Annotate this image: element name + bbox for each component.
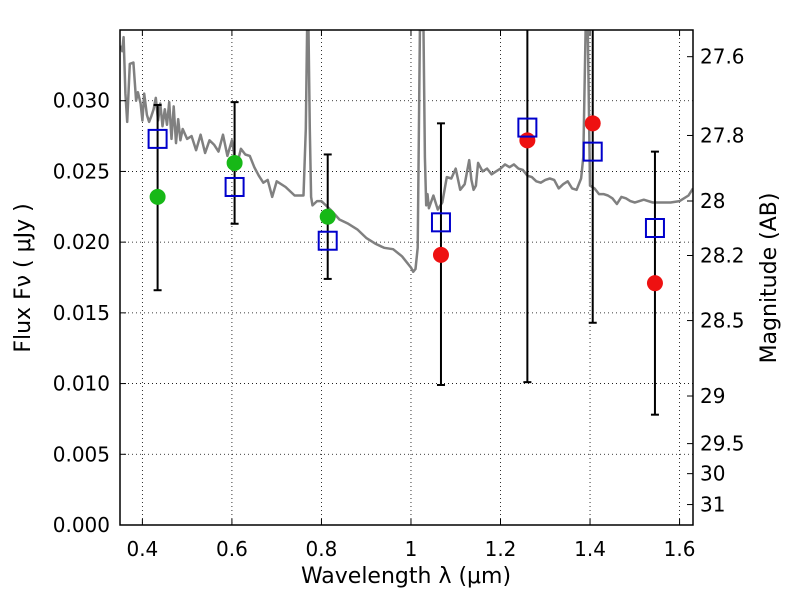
y-tick-label: 0.005	[53, 442, 110, 466]
y2-tick-label: 29	[700, 384, 725, 408]
error-bars	[153, 30, 659, 416]
model-flux-square	[644, 218, 665, 238]
model-flux-square	[224, 176, 245, 197]
flux-point	[519, 132, 536, 149]
x-tick-label: 1	[405, 537, 418, 561]
x-axis-ticks: 0.4 0.6 0.8 1 1.2 1.4 1.6	[126, 30, 695, 561]
model-flux-square	[517, 117, 538, 138]
y-tick-label: 0.025	[53, 159, 110, 183]
y2-tick-label: 27.6	[700, 45, 745, 69]
sed-model-curve	[120, 30, 693, 274]
x-tick-label: 1.6	[664, 537, 696, 561]
y2-tick-label: 28.5	[700, 309, 745, 333]
flux-point	[319, 208, 336, 225]
y2-tick-label: 28	[700, 189, 725, 213]
y2-tick-label: 30	[700, 462, 725, 486]
x-tick-label: 0.6	[216, 537, 248, 561]
y-tick-label: 0.015	[53, 301, 110, 325]
y2-tick-label: 31	[700, 493, 725, 517]
flux-point	[584, 115, 601, 132]
model-flux-squares	[147, 117, 665, 251]
flux-point	[432, 246, 449, 263]
x-axis-title: Wavelength λ (μm)	[301, 564, 511, 589]
model-flux-square	[317, 230, 338, 251]
model-flux-square	[147, 128, 168, 149]
x-tick-label: 0.8	[306, 537, 338, 561]
y-tick-label: 0.020	[53, 230, 110, 254]
y2-tick-label: 29.5	[700, 432, 745, 456]
y-tick-label: 0.010	[53, 372, 110, 396]
y2-axis-ticks: 27.6 27.8 28 28.2 28.5 29 29.5 30 31	[687, 45, 745, 517]
model-flux-square	[430, 212, 451, 233]
y2-tick-label: 28.2	[700, 244, 745, 268]
x-tick-label: 1.2	[485, 537, 517, 561]
x-tick-label: 1.4	[574, 537, 606, 561]
model-flux-square	[582, 141, 603, 162]
y-axis-ticks: 0.000 0.005 0.010 0.015 0.020 0.025 0.030	[53, 89, 126, 537]
grid-lines	[120, 30, 693, 526]
y-axis-title: Flux Fν ( μJy )	[11, 203, 36, 352]
sed-line	[120, 30, 693, 274]
y2-axis-title: Magnitude (AB)	[757, 193, 782, 364]
x-tick-label: 0.4	[126, 537, 158, 561]
flux-point	[149, 188, 166, 205]
y-tick-label: 0.030	[53, 89, 110, 113]
y2-tick-label: 27.8	[700, 123, 745, 147]
plot-frame	[119, 29, 694, 526]
flux-point	[646, 275, 663, 292]
flux-point	[226, 154, 243, 171]
y-tick-label: 0.000	[53, 513, 110, 537]
